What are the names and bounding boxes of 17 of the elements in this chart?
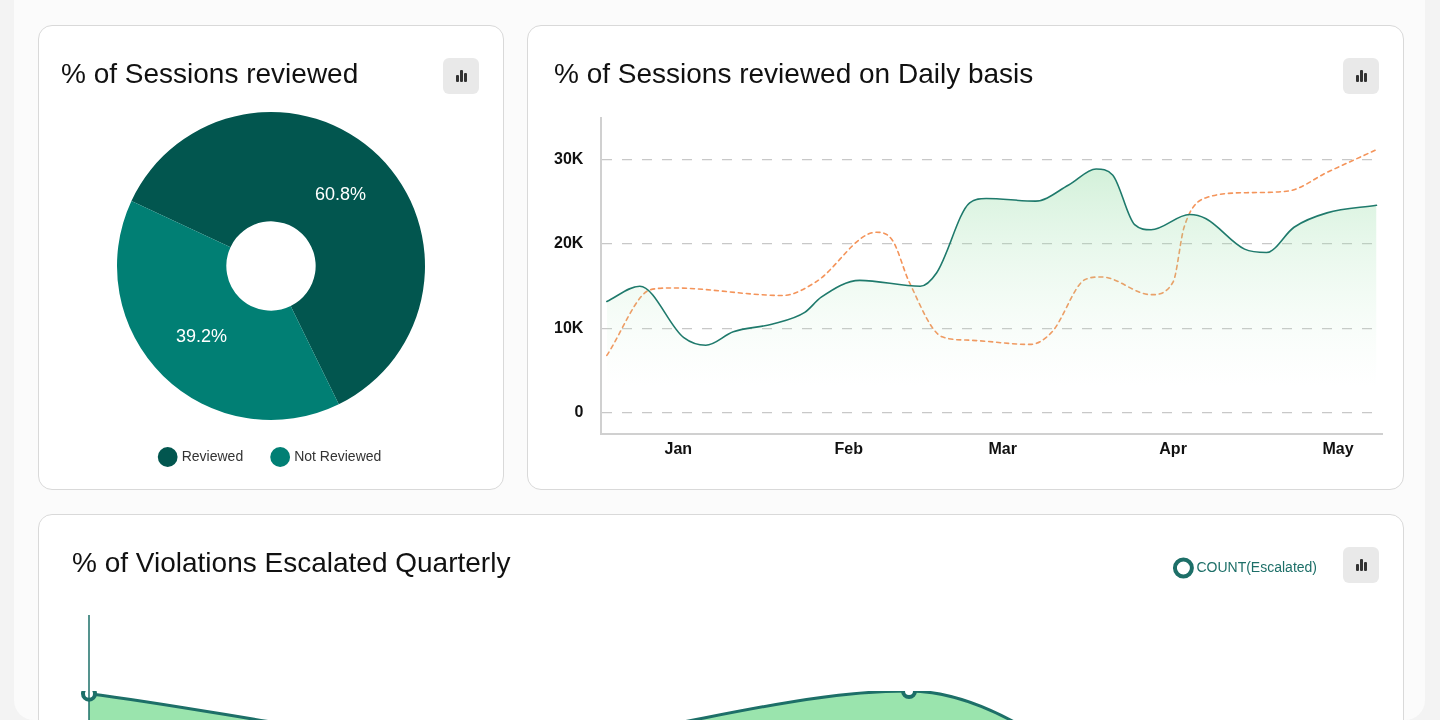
x-tick-label: Apr [1159,439,1187,457]
y-tick-label: 20K [553,234,584,252]
y-tick-label: 30K [553,150,584,168]
chart-title: % of Violations Escalated Quarterly [72,547,511,579]
legend-label: COUNT(Escalated) [1196,558,1318,575]
x-tick-label: May [1322,439,1354,457]
chart-title: % of Sessions reviewed on Daily basis [554,58,1034,90]
x-tick-label: Feb [834,439,864,457]
data-label: 60.8% [315,184,367,205]
legend-label: Reviewed [181,447,244,464]
y-tick-label: 10K [553,318,584,336]
data-label: 39.2% [175,325,227,346]
x-tick-label: Mar [988,439,1017,457]
y-tick-label: 0 [574,403,584,421]
x-tick-label: Jan [664,439,693,457]
chart-title: % of Sessions reviewed [61,58,359,90]
legend-label: Not Reviewed [294,447,382,464]
